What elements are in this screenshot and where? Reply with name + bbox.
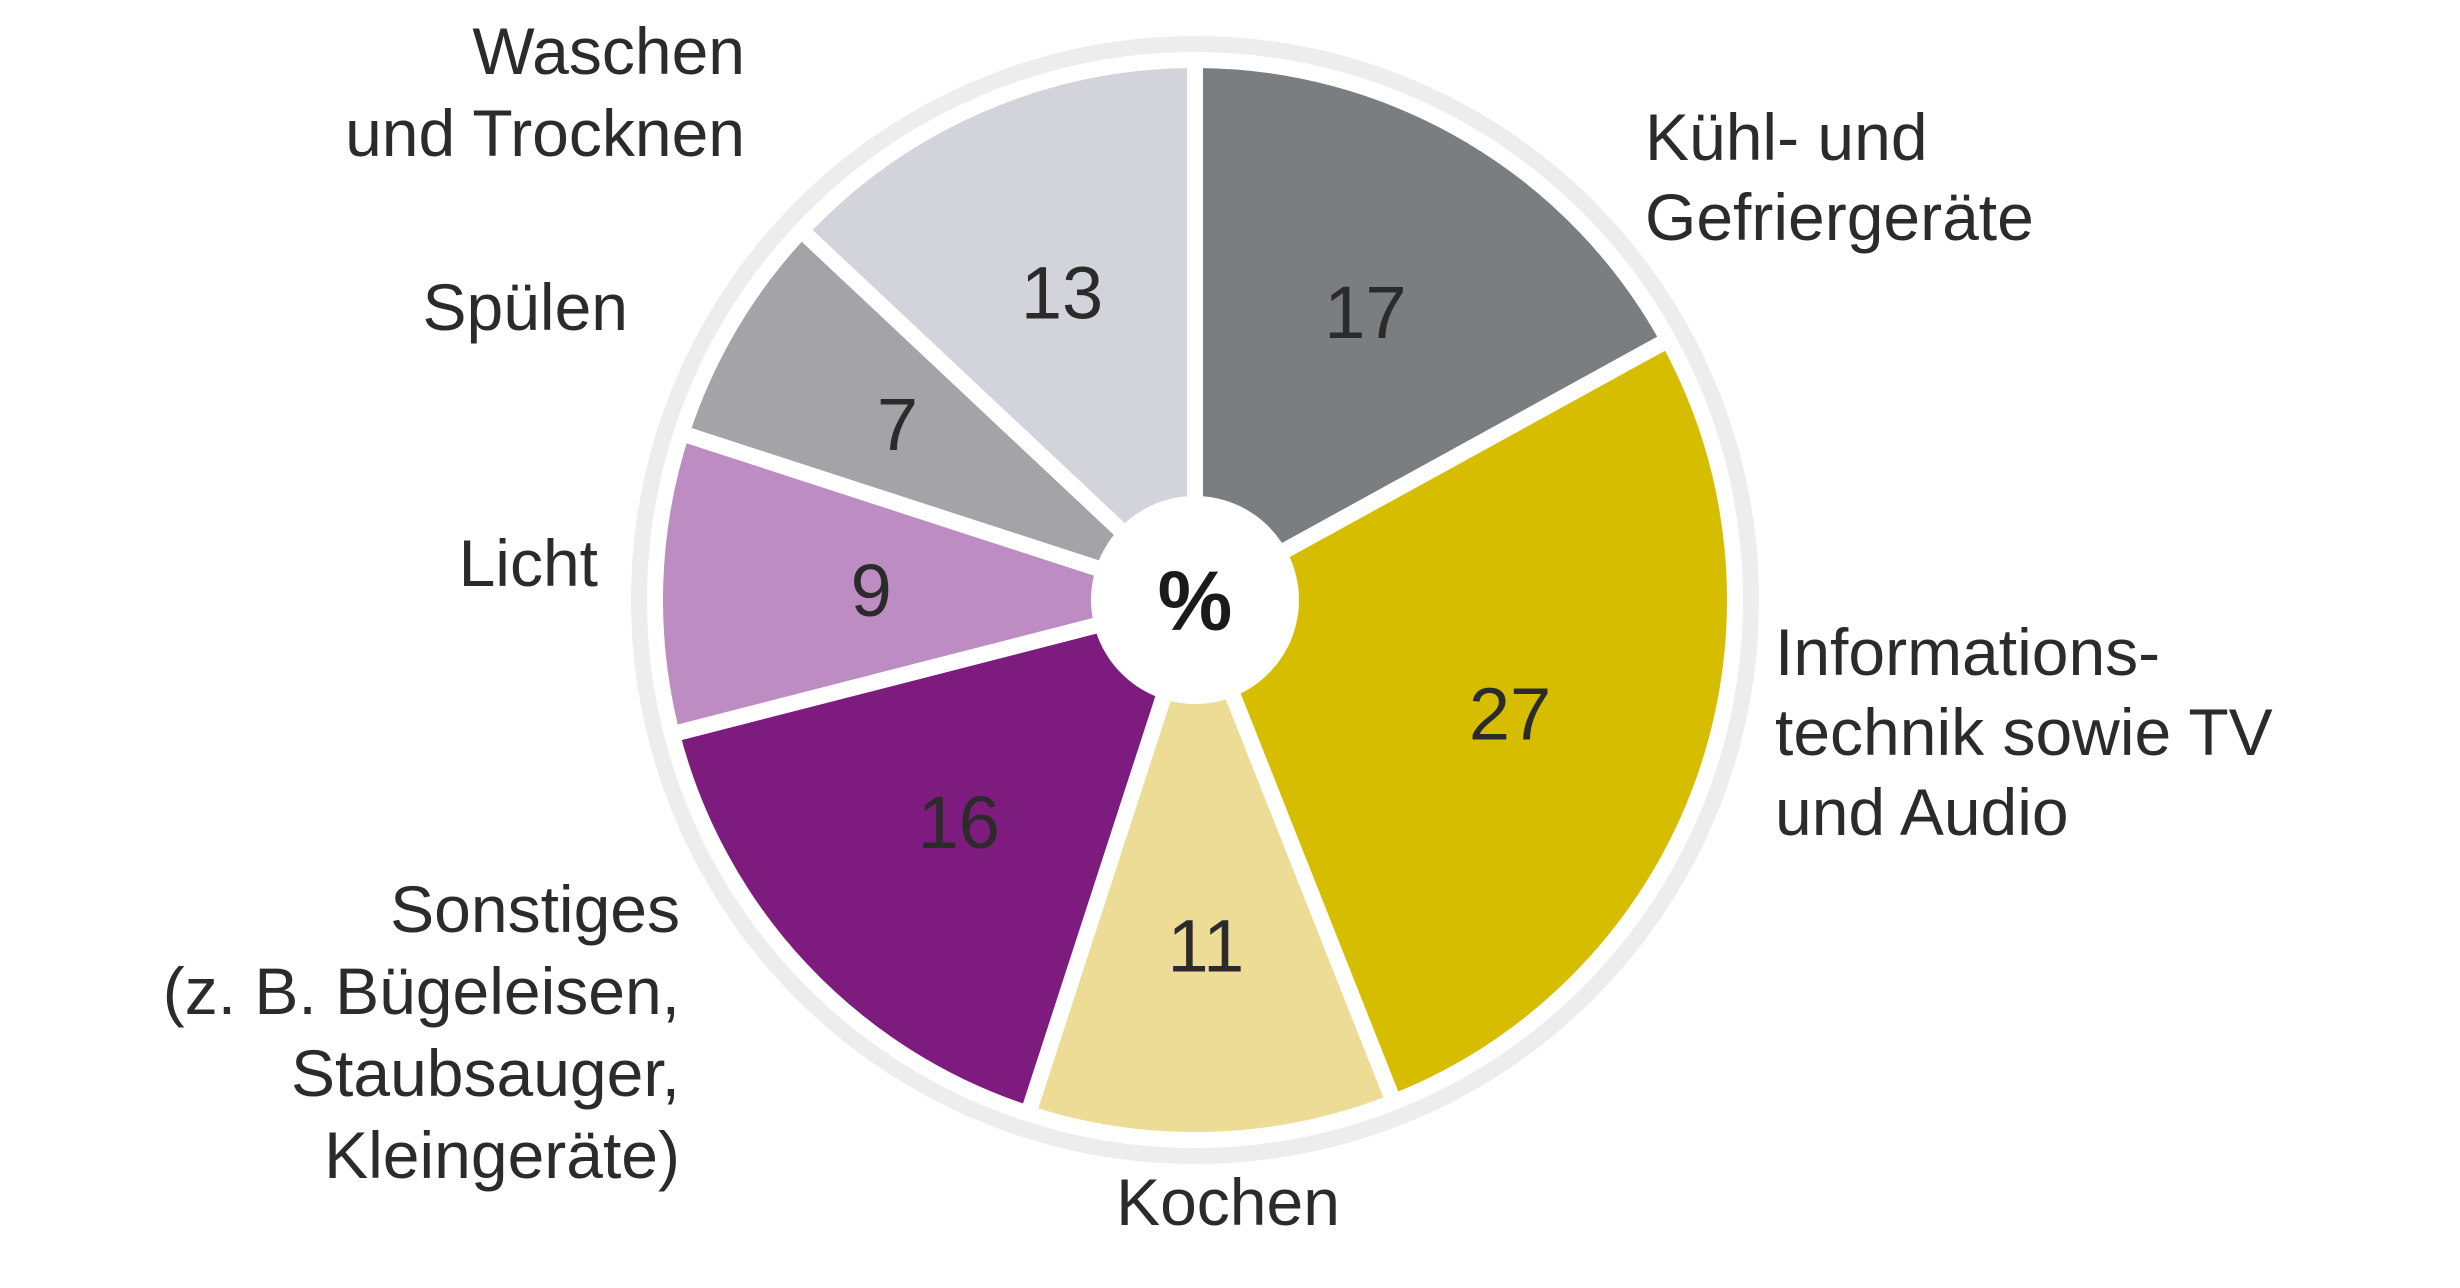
slice-category-label-line: Licht bbox=[459, 526, 598, 600]
pie-outer-ring bbox=[631, 36, 1759, 1164]
pie-slice-4 bbox=[663, 592, 1203, 1122]
slice-category-label-line: Kleingeräte) bbox=[324, 1118, 680, 1192]
slice-category-label-2: Informations-technik sowie TV und Audio bbox=[1775, 615, 2273, 849]
slice-category-label-line: und Trocknen bbox=[345, 96, 745, 170]
slice-category-label-line: und Audio bbox=[1775, 775, 2069, 849]
slice-value-label-1: 17 bbox=[1324, 271, 1406, 354]
slice-value-label-7: 13 bbox=[1021, 252, 1103, 335]
pie-value-labels: 17 27 11 16 9 7 13 bbox=[851, 252, 1552, 988]
slice-value-label-2: 27 bbox=[1469, 672, 1551, 755]
slice-value-label-4: 16 bbox=[918, 781, 1000, 864]
slice-category-label-3: Kochen bbox=[1116, 1165, 1340, 1239]
slice-category-label-line: Sonstiges bbox=[390, 872, 680, 946]
unit-label: % bbox=[1158, 554, 1233, 648]
pie-slice-5 bbox=[647, 425, 1203, 743]
pie-category-labels: Kühl- und Gefriergeräte Informations-techn… bbox=[163, 14, 2273, 1239]
slice-category-label-line: Kochen bbox=[1116, 1165, 1340, 1239]
slice-category-label-4: Sonstiges (z. B. Bügeleisen, Staubsauger, K… bbox=[163, 872, 680, 1192]
slice-category-label-6: Spülen bbox=[422, 270, 628, 344]
slice-category-label-line: Informations- bbox=[1775, 615, 2160, 689]
slice-category-label-1: Kühl- und Gefriergeräte bbox=[1645, 100, 2034, 254]
slice-category-label-line: Waschen bbox=[472, 14, 745, 88]
slice-category-label-7: Waschen und Trocknen bbox=[345, 14, 745, 170]
pie-slice-3 bbox=[1020, 592, 1402, 1148]
slice-value-label-6: 7 bbox=[877, 383, 918, 466]
slice-category-label-line: Gefriergeräte bbox=[1645, 180, 2034, 254]
slice-category-label-line: technik sowie TV bbox=[1775, 695, 2273, 769]
slice-value-label-3: 11 bbox=[1167, 904, 1244, 987]
pie-slice-2 bbox=[1187, 331, 1743, 1111]
slice-category-label-5: Licht bbox=[459, 526, 598, 600]
pie-slice-6 bbox=[673, 222, 1203, 608]
slice-category-label-line: Staubsauger, bbox=[291, 1036, 680, 1110]
slice-category-label-line: (z. B. Bügeleisen, bbox=[163, 954, 680, 1028]
slice-value-label-5: 9 bbox=[851, 549, 892, 632]
slice-category-label-line: Kühl- und bbox=[1645, 100, 1928, 174]
pie-center-hole bbox=[1091, 496, 1299, 704]
slice-category-label-line: Spülen bbox=[422, 270, 628, 344]
pie-slice-1 bbox=[1187, 52, 1677, 608]
pie-slices bbox=[647, 52, 1743, 1148]
pie-slice-7 bbox=[793, 52, 1203, 608]
